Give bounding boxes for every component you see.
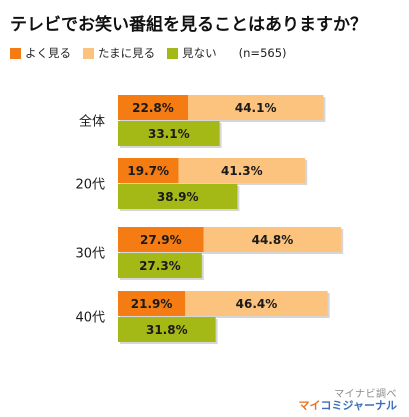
value-label-20s-never: 38.9%: [157, 190, 199, 204]
bar-40s-never: [118, 317, 216, 342]
bar-30s-often: [118, 227, 204, 252]
value-label-all-sometimes: 44.1%: [235, 101, 277, 115]
bar-30s-never: [118, 253, 202, 278]
watermark-accent: マイ: [298, 399, 321, 412]
legend: よく見る たまに見る 見ない (n=565): [10, 46, 287, 60]
publisher-watermark: マイナビ調べ マイコミジャーナル: [299, 389, 397, 412]
value-label-30s-sometimes: 44.8%: [252, 233, 294, 247]
value-label-all-never: 33.1%: [148, 127, 190, 141]
category-label-30s: 30代: [75, 247, 105, 262]
value-label-all-often: 22.8%: [132, 101, 174, 115]
legend-label-often: よく見る: [25, 46, 71, 60]
bar-40s-sometimes: [185, 291, 328, 316]
legend-swatch-sometimes: [83, 47, 94, 59]
legend-swatch-never: [167, 47, 179, 59]
chart-title: テレビでお笑い番組を見ることはありますか？: [10, 15, 367, 35]
watermark-line2: マイコミジャーナル: [299, 400, 397, 411]
value-label-40s-often: 21.9%: [131, 297, 173, 311]
legend-item-often: よく見る: [10, 45, 71, 61]
value-label-30s-never: 27.3%: [139, 259, 181, 273]
category-label-40s: 40代: [75, 311, 105, 326]
bar-20s-often: [118, 158, 179, 183]
sample-size-note: (n=565): [238, 46, 287, 60]
legend-label-never: 見ない: [182, 46, 217, 60]
category-label-all: 全体: [79, 114, 105, 130]
bar-20s-never: [118, 184, 238, 209]
value-label-40s-sometimes: 46.4%: [236, 297, 278, 311]
bar-20s-sometimes: [178, 158, 306, 183]
watermark-rest: コミジャーナル: [320, 399, 397, 412]
legend-item-never: 見ない: [167, 45, 217, 61]
category-label-20s: 20代: [75, 178, 105, 193]
value-label-40s-never: 31.8%: [146, 323, 188, 337]
value-label-20s-sometimes: 41.3%: [221, 164, 263, 178]
value-label-20s-often: 19.7%: [127, 164, 169, 178]
bar-30s-sometimes: [203, 227, 342, 252]
value-label-30s-often: 27.9%: [140, 233, 182, 247]
bar-all-never: [118, 121, 220, 146]
legend-item-sometimes: たまに見る: [83, 45, 155, 61]
watermark-line1: マイナビ調べ: [334, 389, 397, 400]
bar-all-sometimes: [187, 95, 324, 120]
bar-all-often: [118, 95, 188, 120]
bar-40s-often: [118, 291, 186, 316]
legend-label-sometimes: たまに見る: [98, 46, 156, 60]
legend-swatch-often: [10, 47, 21, 59]
